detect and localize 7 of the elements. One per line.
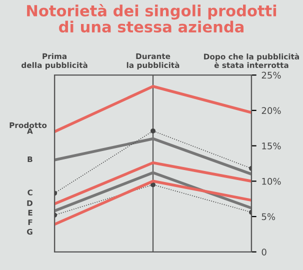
y-tick-label: 25% [262, 72, 281, 79]
chart-title: Notorietà dei singoli prodotti di una stessa azienda [27, 4, 276, 33]
y-tick-label: 5% [262, 213, 276, 220]
y-tick-label: 20% [262, 107, 281, 114]
y-tick-label: 10% [262, 178, 281, 185]
y-tick-label: 0 [262, 248, 266, 256]
y-tick-label: 15% [262, 142, 281, 150]
